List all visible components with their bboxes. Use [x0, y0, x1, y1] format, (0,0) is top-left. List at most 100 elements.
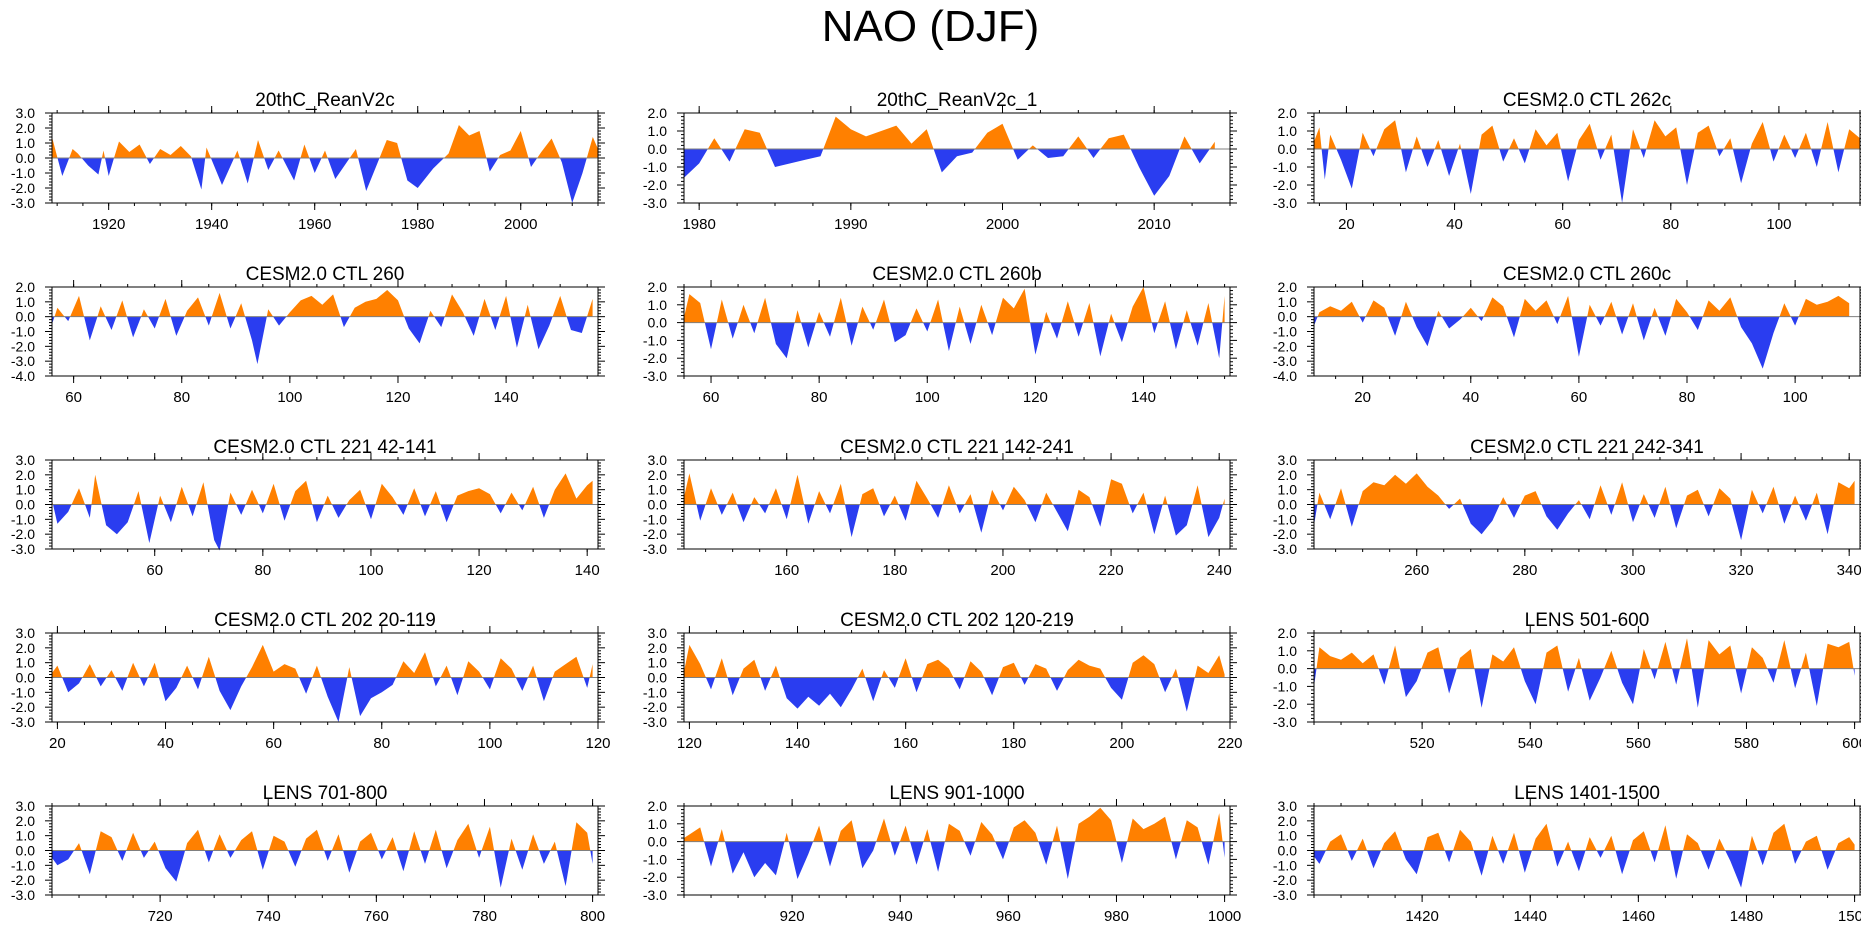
positive-area — [1314, 295, 1850, 317]
y-tick-label: -3.0 — [643, 714, 667, 730]
x-tick-label: 180 — [882, 562, 907, 579]
negative-area — [52, 850, 593, 888]
y-tick-label: 3.0 — [16, 625, 36, 641]
panel-title: CESM2.0 CTL 221 142-241 — [840, 437, 1074, 458]
plot-frame — [683, 805, 1231, 896]
x-tick-label: 120 — [1023, 389, 1048, 406]
x-tick-label: 20 — [1338, 216, 1355, 233]
negative-area — [684, 504, 1225, 538]
panel-title: CESM2.0 CTL 221 42-141 — [213, 437, 436, 458]
y-tick-label: 2.0 — [16, 640, 36, 656]
y-tick-label: 0.0 — [648, 834, 668, 850]
x-tick-label: 100 — [358, 562, 383, 579]
panel-13: LENS 701-800 -3.0-2.0-1.00.01.02.03.0 720 7… — [11, 783, 605, 925]
panel-3: CESM2.0 CTL 262c -3.0 -2.0 -1.0 0.0 1.0 2.0 20 4… — [1273, 90, 1861, 233]
x-tick-label: 100 — [477, 735, 502, 752]
x-tick-label: 260 — [1404, 562, 1429, 579]
x-tick-label: 220 — [1099, 562, 1124, 579]
y-tick-label: 0.0 — [16, 670, 36, 686]
x-tick-label: 120 — [585, 735, 610, 752]
panel-4: CESM2.0 CTL 260 -4.0-3.0-2.0-1.00.01.02.0… — [11, 264, 605, 406]
x-tick-label: 60 — [265, 735, 282, 752]
x-tick-label: 920 — [780, 908, 805, 925]
positive-area — [1314, 638, 1855, 669]
x-tick-label: 600 — [1842, 735, 1861, 752]
negative-area — [1314, 504, 1855, 541]
x-tick-label: 40 — [157, 735, 174, 752]
panel-title: LENS 1401-1500 — [1514, 783, 1660, 804]
y-tick-label: -2.0 — [1273, 696, 1297, 712]
panel-15: LENS 1401-1500 -3.0-2.0-1.00.01.02.03.0 14… — [1273, 783, 1861, 925]
y-tick-label: 0.0 — [648, 670, 668, 686]
y-tick-label: 3.0 — [16, 452, 36, 468]
y-tick-label: 3.0 — [1278, 798, 1298, 814]
x-tick-label: 60 — [1554, 216, 1571, 233]
panel-8: CESM2.0 CTL 221 142-241 -3.0-2.0-1.00.01.… — [643, 437, 1237, 579]
y-tick-label: 1.0 — [1278, 123, 1298, 139]
y-tick-label: 3.0 — [648, 625, 668, 641]
y-tick-label: -3.0 — [643, 368, 667, 384]
y-tick-label: 3.0 — [648, 452, 668, 468]
positive-area — [52, 644, 593, 678]
x-tick-label: 560 — [1626, 735, 1651, 752]
y-tick-label: 2.0 — [648, 467, 668, 483]
panel-6: CESM2.0 CTL 260c -4.0-3.0-2.0-1.00.01.02.… — [1273, 264, 1861, 406]
positive-area — [1314, 120, 1860, 149]
x-tick-label: 760 — [364, 908, 389, 925]
y-tick-label: -3.0 — [1273, 714, 1297, 730]
x-tick-label: 60 — [1571, 389, 1588, 406]
x-tick-label: 40 — [1446, 216, 1463, 233]
y-tick-label: 0.0 — [648, 141, 668, 157]
x-tick-label: 80 — [1662, 216, 1679, 233]
x-tick-label: 1440 — [1514, 908, 1547, 925]
y-tick-label: -2.0 — [11, 699, 35, 715]
y-tick-label: -2.0 — [1273, 177, 1297, 193]
x-tick-label: 720 — [148, 908, 173, 925]
x-tick-label: 1460 — [1622, 908, 1655, 925]
y-tick-label: -2.0 — [11, 338, 35, 354]
y-tick-label: -3.0 — [643, 541, 667, 557]
x-tick-label: 220 — [1217, 735, 1242, 752]
y-tick-label: -2.0 — [643, 869, 667, 885]
y-tick-label: 1.0 — [16, 294, 36, 310]
x-tick-label: 1480 — [1730, 908, 1763, 925]
x-tick-label: 140 — [494, 389, 519, 406]
y-tick-label: 1.0 — [648, 816, 668, 832]
y-tick-label: 1.0 — [16, 482, 36, 498]
y-tick-label: -1.0 — [1273, 511, 1297, 527]
y-tick-label: 2.0 — [1278, 105, 1298, 121]
x-tick-label: 80 — [373, 735, 390, 752]
y-tick-label: 2.0 — [1278, 279, 1298, 295]
negative-area — [1314, 316, 1850, 369]
panel-12: LENS 501-600 -3.0 -2.0 -1.00.0 1.0 2.0 520 540 5… — [1273, 610, 1861, 752]
y-tick-label: -2.0 — [11, 180, 35, 196]
y-tick-label: 0.0 — [648, 315, 668, 331]
x-tick-label: 2000 — [986, 216, 1019, 233]
y-tick-label: 1.0 — [1278, 482, 1298, 498]
x-tick-label: 20 — [49, 735, 66, 752]
y-tick-label: -3.0 — [1273, 887, 1297, 903]
plot-frame — [1313, 632, 1861, 723]
x-tick-label: 80 — [811, 389, 828, 406]
y-tick-label: 2.0 — [648, 640, 668, 656]
panel-14: LENS 901-1000 -3.0 -2.0 -1.00.0 1.0 2.0 920 940… — [643, 783, 1241, 925]
x-tick-label: 1500 — [1838, 908, 1861, 925]
y-tick-label: 1.0 — [648, 123, 668, 139]
negative-area — [52, 677, 593, 722]
y-tick-label: -1.0 — [1273, 324, 1297, 340]
y-tick-label: -1.0 — [643, 684, 667, 700]
x-tick-label: 80 — [254, 562, 271, 579]
y-tick-label: -2.0 — [11, 526, 35, 542]
negative-area — [1314, 149, 1860, 203]
panel-title: LENS 901-1000 — [889, 783, 1024, 804]
y-tick-label: -1.0 — [1273, 159, 1297, 175]
x-tick-label: 100 — [1783, 389, 1808, 406]
panel-1: 20thC_ReanV2c -3.0-2.0-1.00.01.02.03.0 192… — [11, 90, 605, 233]
panel-title: 20thC_ReanV2c — [255, 90, 394, 111]
y-tick-label: -2.0 — [643, 699, 667, 715]
plot-frame — [683, 286, 1231, 377]
x-tick-label: 1980 — [682, 216, 715, 233]
y-tick-label: -1.0 — [11, 165, 35, 181]
y-tick-label: -3.0 — [11, 887, 35, 903]
x-tick-label: 300 — [1620, 562, 1645, 579]
